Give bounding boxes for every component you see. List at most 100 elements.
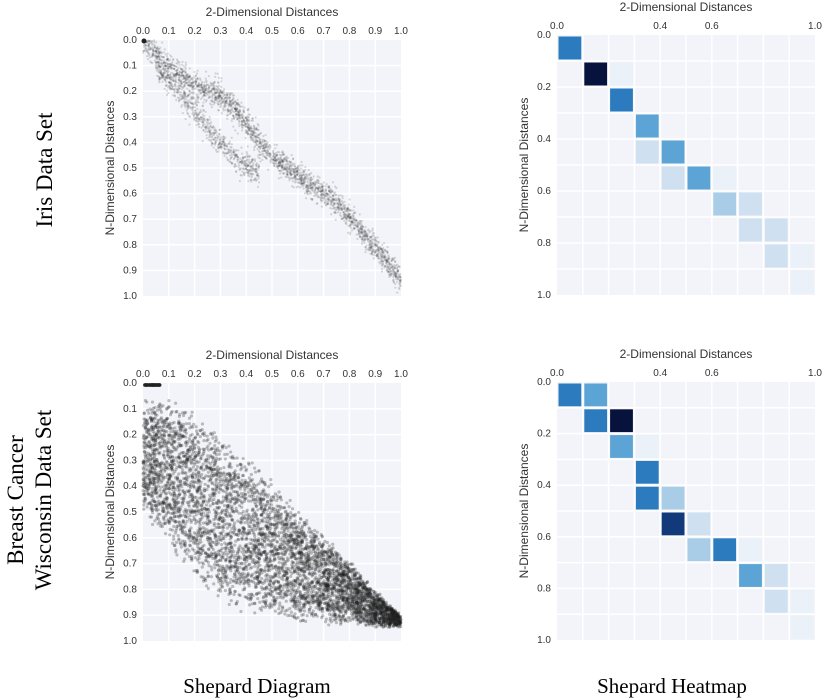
- iris-diagram-point: [337, 205, 340, 208]
- iris-diagram-point: [241, 117, 244, 120]
- iris-diagram-point: [162, 56, 165, 59]
- iris-diagram-point: [283, 168, 287, 171]
- iris-diagram-point: [205, 134, 208, 137]
- iris-diagram-point: [248, 119, 251, 122]
- iris-diagram-point: [346, 206, 349, 209]
- iris-diagram-point: [379, 255, 383, 258]
- iris-diagram-point: [196, 96, 200, 99]
- iris-diagram-point: [300, 171, 303, 174]
- iris-diagram-point: [186, 76, 189, 79]
- iris-diagram-point: [237, 113, 240, 117]
- iris-diagram-point: [200, 83, 203, 87]
- iris-diagram-y-tick-label: 0.0: [123, 35, 137, 46]
- iris-diagram-point: [271, 151, 274, 154]
- iris-diagram-point: [225, 99, 229, 102]
- iris-diagram-point: [312, 184, 315, 187]
- iris-diagram-point: [384, 250, 387, 253]
- iris-diagram-point: [210, 88, 214, 91]
- iris-diagram-point: [213, 101, 216, 104]
- iris-diagram-point: [387, 254, 390, 257]
- iris-diagram-point: [337, 208, 340, 211]
- iris-diagram-point: [214, 95, 217, 99]
- iris-diagram-point: [241, 105, 244, 108]
- iris-diagram-point: [230, 136, 233, 139]
- iris-diagram-point: [247, 127, 250, 130]
- iris-diagram-point: [392, 278, 395, 281]
- iris-diagram-point: [280, 176, 283, 179]
- iris-diagram-point: [375, 244, 378, 248]
- iris-diagram-point: [191, 112, 194, 115]
- iris-diagram-point: [381, 256, 384, 259]
- iris-diagram-point: [259, 141, 262, 144]
- iris-diagram-point: [167, 71, 170, 74]
- iris-diagram-point: [310, 171, 313, 175]
- iris-diagram-point: [184, 61, 187, 64]
- iris-diagram-point: [218, 94, 221, 97]
- iris-heatmap-y-tick-label: 0.8: [537, 238, 551, 249]
- iris-diagram-point: [386, 245, 389, 249]
- iris-diagram-point: [300, 181, 303, 184]
- iris-diagram-point: [204, 77, 207, 80]
- iris-diagram-point: [391, 268, 394, 271]
- iris-diagram-point: [204, 89, 207, 92]
- iris-diagram-point: [205, 80, 208, 84]
- iris-diagram-point: [195, 93, 198, 96]
- bc-diagram-point: [175, 553, 179, 557]
- iris-diagram-point: [305, 185, 308, 189]
- bc-diagram-y-tick-label: 0.4: [123, 481, 137, 492]
- iris-diagram-point: [145, 50, 148, 53]
- iris-diagram-point: [334, 197, 337, 200]
- iris-diagram-point: [215, 88, 218, 92]
- iris-diagram-point: [321, 193, 324, 196]
- iris-diagram-point: [395, 272, 398, 275]
- iris-diagram-point: [383, 248, 387, 251]
- iris-diagram-point: [368, 239, 372, 242]
- iris-diagram-point: [206, 93, 209, 96]
- iris-diagram-point: [283, 172, 286, 175]
- iris-diagram-point: [398, 287, 401, 291]
- iris-diagram-point: [348, 212, 351, 216]
- iris-diagram-point: [152, 54, 155, 57]
- iris-diagram-point: [207, 96, 210, 99]
- iris-diagram-point: [395, 267, 399, 270]
- iris-diagram-point: [191, 80, 194, 83]
- iris-diagram-point: [324, 204, 328, 207]
- iris-diagram-point: [292, 176, 296, 179]
- iris-diagram-point: [286, 172, 289, 176]
- iris-diagram-point: [298, 177, 301, 181]
- iris-diagram-point: [160, 41, 164, 44]
- iris-diagram-point: [311, 181, 315, 185]
- iris-diagram-point: [393, 267, 396, 270]
- iris-diagram-point: [193, 112, 196, 115]
- iris-diagram-point: [346, 209, 349, 212]
- iris-diagram-point: [155, 55, 159, 58]
- iris-heatmap-cell: [661, 140, 685, 164]
- iris-diagram-point: [173, 67, 176, 70]
- iris-diagram-point: [284, 156, 288, 159]
- iris-diagram-point: [249, 165, 252, 169]
- iris-diagram-point: [232, 114, 235, 117]
- iris-diagram-point: [321, 196, 324, 200]
- iris-diagram-point: [344, 213, 347, 216]
- iris-diagram-point: [172, 73, 175, 76]
- iris-diagram-point: [247, 160, 251, 164]
- iris-diagram-point: [365, 232, 368, 236]
- iris-diagram-point: [282, 166, 285, 170]
- iris-diagram-point: [205, 87, 208, 90]
- iris-diagram-point: [238, 103, 241, 107]
- iris-diagram-point: [325, 191, 328, 194]
- iris-diagram-point: [178, 84, 181, 88]
- iris-diagram-point: [386, 260, 389, 263]
- iris-diagram-point: [289, 173, 292, 176]
- iris-diagram-point: [236, 155, 239, 159]
- iris-diagram-point: [253, 146, 256, 149]
- iris-diagram-point: [262, 144, 265, 147]
- iris-diagram-point: [381, 243, 384, 246]
- iris-diagram-point: [308, 177, 311, 181]
- iris-diagram-point: [321, 192, 324, 196]
- iris-diagram-point: [396, 277, 400, 280]
- iris-diagram-point: [179, 79, 183, 82]
- iris-diagram-point: [293, 162, 296, 165]
- iris-diagram-point: [198, 110, 201, 114]
- iris-diagram-point: [267, 168, 270, 171]
